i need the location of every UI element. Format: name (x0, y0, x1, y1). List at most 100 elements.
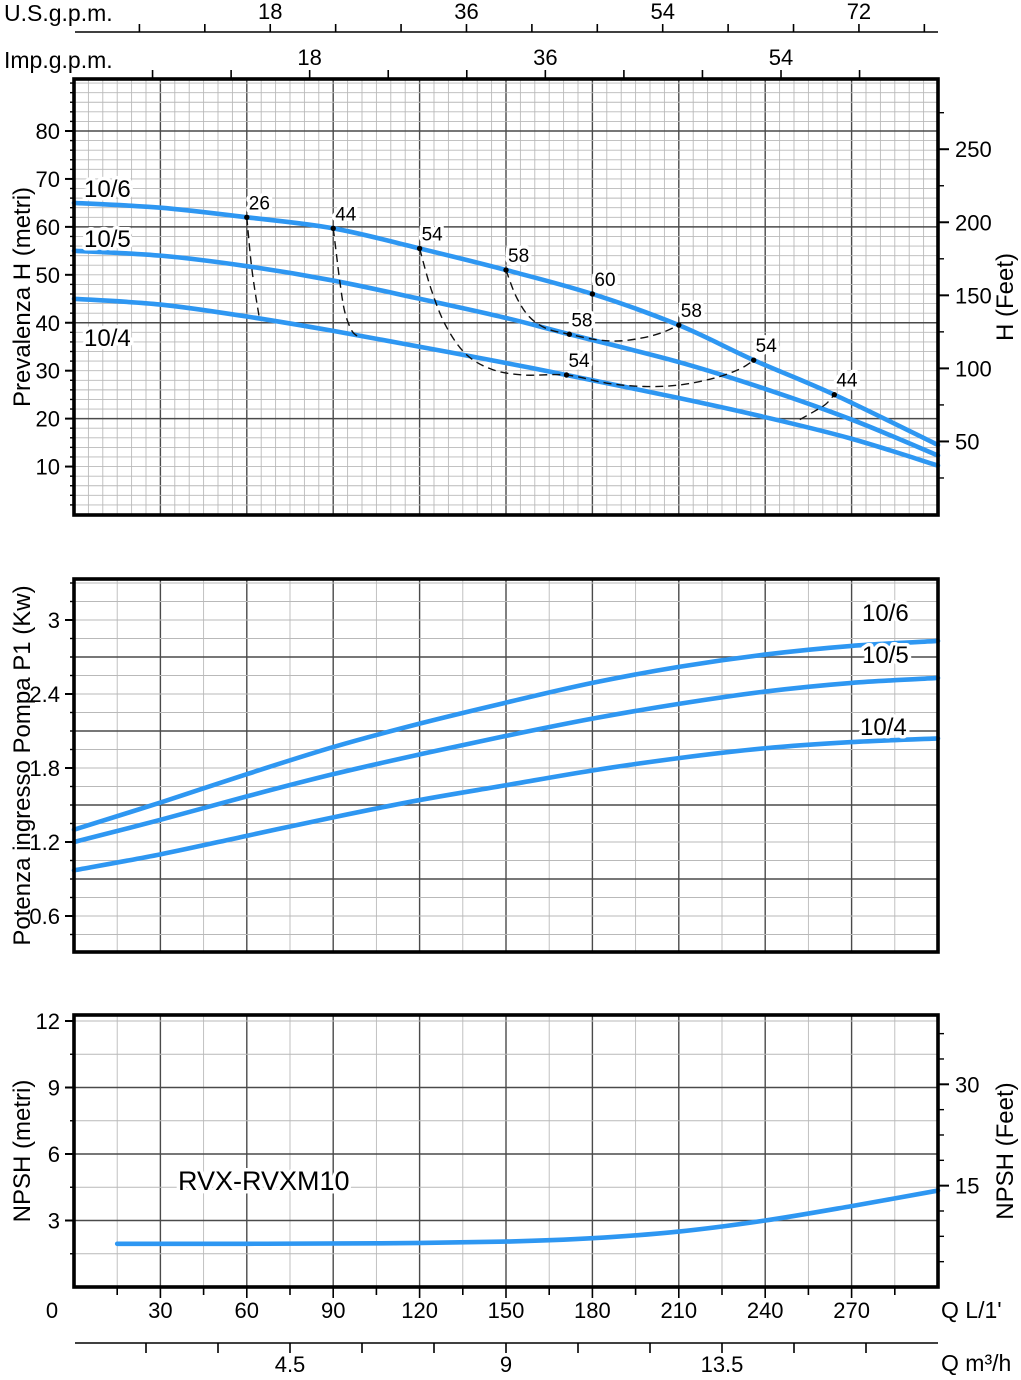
power-chart: 10/6 10/5 10/4 0.6 1.2 1.8 2.4 3 Potenza ingress… (9, 577, 941, 954)
y-left-axis-title: Prevalenza H (metri) (9, 187, 36, 407)
us-gpm-tick-label: 36 (454, 0, 478, 24)
y-left-tick-label: 50 (36, 263, 60, 288)
series-label-10-6: 10/6 (862, 600, 909, 627)
y-left-tick-label: 70 (36, 167, 60, 192)
q-lpm-tick-label: 240 (747, 1298, 784, 1323)
efficiency-label: 44 (836, 371, 858, 392)
y-right-tick-label: 100 (955, 356, 992, 381)
y-left-axis: 0.6 1.2 1.8 2.4 3 (29, 582, 74, 936)
curve-10-4 (71, 296, 941, 468)
efficiency-label: 54 (422, 224, 444, 245)
curve-10-5 (71, 675, 941, 845)
efficiency-contour-44-left (332, 228, 360, 338)
q-lpm-tick-label: 120 (401, 1298, 438, 1323)
q-lpm-tick-label: 270 (833, 1298, 870, 1323)
grid (74, 579, 938, 952)
plot-border (72, 577, 940, 954)
curve-10-6 (71, 638, 941, 832)
efficiency-label: 60 (594, 270, 615, 291)
curve-10-4 (71, 736, 941, 873)
head-chart: 2644545860585458544410/610/510/410203040… (9, 77, 1019, 517)
efficiency-label: 58 (571, 310, 592, 331)
curve-npsh (114, 1188, 941, 1247)
efficiency-contour-26 (246, 217, 261, 321)
y-left-tick-label: 20 (36, 407, 60, 432)
y-left-tick-label: 40 (36, 311, 60, 336)
efficiency-dot (566, 331, 573, 337)
efficiency-label: 58 (508, 246, 529, 267)
y-left-axis: 3 6 9 12 (36, 1009, 74, 1255)
y-left-axis: 10 20 30 40 50 60 70 80 (36, 82, 74, 506)
imp-gpm-tick-label: 54 (769, 45, 793, 70)
y-left-tick-label: 10 (36, 455, 60, 480)
grid (74, 79, 938, 515)
efficiency-dot (244, 214, 250, 220)
y-left-axis-title: NPSH (metri) (9, 1080, 36, 1223)
series (71, 638, 941, 873)
imp-gpm-tick-label: 36 (533, 45, 557, 70)
y-left-tick-label: 60 (36, 215, 60, 240)
q-lpm-tick-label: 60 (235, 1298, 259, 1323)
us-gpm-tick-label: 18 (258, 0, 282, 24)
efficiency-contours (246, 217, 835, 421)
q-m3h-tick-label: 9 (500, 1352, 512, 1375)
y-left-tick-label: 2.4 (29, 682, 60, 707)
efficiency-dot (563, 372, 570, 378)
efficiency-label: 44 (335, 204, 357, 225)
us-gpm-axis: 18 36 54 72 U.S.g.p.m. (4, 0, 938, 33)
efficiency-dot (831, 391, 838, 398)
y-left-tick-label: 1.2 (29, 830, 60, 855)
curve-10-5 (71, 248, 941, 458)
y-left-axis-title: Potenza ingresso Pompa P1 (Kw) (9, 585, 36, 945)
q-lpm-axis: 0 30 60 90 120 150 180 210 240 270 Q L/1' (46, 1288, 1002, 1323)
y-right-axis-title: H (Feet) (992, 253, 1019, 341)
series-label-10-6: 10/6 (84, 176, 131, 203)
y-left-tick-label: 3 (48, 608, 60, 633)
y-right-axis-title: NPSH (Feet) (992, 1082, 1019, 1219)
y-right-tick-label: 30 (955, 1072, 979, 1097)
series-label-10-4: 10/4 (860, 714, 907, 741)
y-left-tick-label: 9 (48, 1075, 60, 1100)
efficiency-label: 58 (681, 301, 702, 322)
y-right-tick-label: 150 (955, 283, 992, 308)
efficiency-label: 54 (568, 351, 590, 372)
q-m3h-axis: 4.5 9 13.5 Q m³/h (75, 1342, 1011, 1377)
y-right-axis: 50 100 150 200 250 (938, 111, 992, 479)
model-annotation: RVX-RVXM10 (178, 1166, 350, 1196)
y-left-tick-label: 30 (36, 359, 60, 384)
y-left-tick-label: 6 (48, 1142, 60, 1167)
plot-border (72, 1013, 940, 1289)
y-left-tick-label: 1.8 (29, 756, 60, 781)
y-right-tick-label: 15 (955, 1174, 979, 1199)
efficiency-contour-44-right (799, 394, 835, 421)
us-gpm-axis-title: U.S.g.p.m. (4, 0, 113, 26)
efficiency-dot (330, 225, 336, 232)
us-gpm-tick-label: 54 (650, 0, 674, 24)
q-m3h-tick-label: 13.5 (701, 1352, 744, 1375)
y-left-tick-label: 12 (36, 1009, 60, 1034)
series-label-10-5: 10/5 (862, 642, 909, 669)
imp-gpm-tick-label: 18 (297, 45, 321, 70)
y-left-tick-label: 80 (36, 119, 60, 144)
efficiency-dot (503, 267, 509, 273)
grid (74, 1015, 938, 1287)
q-m3h-tick-label: 4.5 (275, 1352, 306, 1375)
series-label-10-5: 10/5 (84, 226, 131, 253)
q-lpm-axis-title: Q L/1' (941, 1297, 1002, 1323)
q-lpm-tick-label: 180 (574, 1298, 611, 1323)
y-left-tick-label: 0.6 (29, 904, 60, 929)
q-lpm-tick-label: 150 (488, 1298, 525, 1323)
efficiency-dot (676, 322, 682, 328)
efficiency-dot (589, 291, 596, 297)
efficiency-contour-58 (505, 269, 680, 342)
series-label-10-4: 10/4 (84, 325, 131, 352)
q-lpm-tick-label: 30 (148, 1298, 172, 1323)
y-left-tick-label: 3 (48, 1208, 60, 1233)
efficiency-dot (750, 357, 757, 363)
